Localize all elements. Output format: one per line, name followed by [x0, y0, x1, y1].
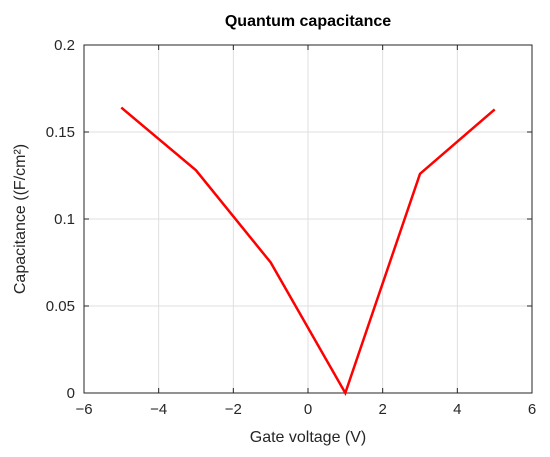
y-tick-label: 0.15 [46, 124, 75, 141]
capacitance-series-line [120, 106, 496, 397]
axis-ticks: −6 −4 −2 0 2 4 6 0 0.05 0.1 0.15 0.2 [46, 37, 536, 418]
data-series [120, 106, 496, 397]
chart-title: Quantum capacitance [225, 13, 391, 30]
x-tick-label: −2 [225, 401, 242, 418]
x-tick-label: 6 [528, 401, 536, 418]
x-tick-label: 0 [304, 401, 312, 418]
y-tick-label: 0.1 [54, 211, 75, 228]
x-axis-label: Gate voltage (V) [250, 429, 367, 446]
y-axis-label: Capacitance ((F/cm²) [12, 144, 29, 294]
x-tick-label: 2 [378, 401, 386, 418]
x-tick-label: 4 [453, 401, 461, 418]
y-tick-label: 0.05 [46, 298, 75, 315]
x-tick-label: −6 [75, 401, 92, 418]
y-tick-label: 0 [67, 385, 75, 402]
grid-lines [84, 45, 532, 393]
y-tick-label: 0.2 [54, 37, 75, 54]
x-tick-label: −4 [150, 401, 167, 418]
